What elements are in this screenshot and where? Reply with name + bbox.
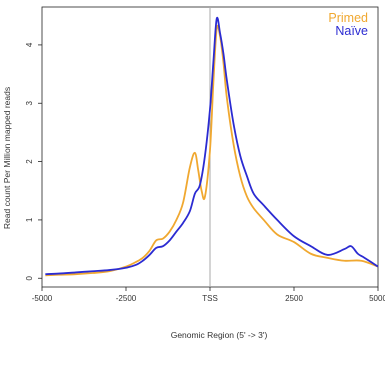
- y-tick-label: 3: [25, 100, 34, 105]
- x-tick-label: -2500: [116, 294, 137, 303]
- x-tick-label: -5000: [32, 294, 53, 303]
- y-tick-label: 1: [25, 217, 34, 222]
- y-tick-label: 4: [25, 42, 34, 47]
- series-line-na-ve: [45, 16, 379, 276]
- y-tick-label: 0: [25, 275, 34, 280]
- x-axis-label: Genomic Region (5' -> 3'): [171, 330, 268, 340]
- y-tick-label: 2: [25, 159, 34, 164]
- y-axis-label: Read count Per Million mapped reads: [2, 87, 12, 229]
- series-line-primed: [45, 24, 379, 277]
- x-tick-label: 5000: [369, 294, 385, 303]
- x-tick-label: TSS: [202, 294, 218, 303]
- x-tick-label: 2500: [285, 294, 303, 303]
- legend-label-primed: Primed: [328, 11, 368, 25]
- legend-label-na-ve: Naïve: [335, 24, 368, 38]
